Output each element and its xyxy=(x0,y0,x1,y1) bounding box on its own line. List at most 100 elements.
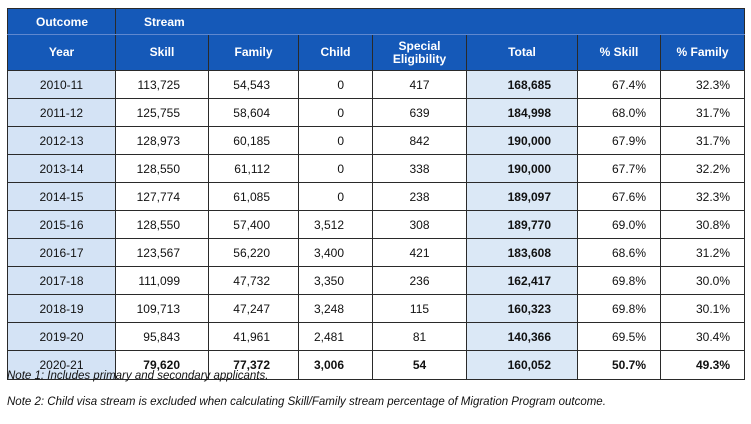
table-row: 2012-13 128,973 60,185 0 842 190,000 67.… xyxy=(7,126,745,155)
year-cell: 2017-18 xyxy=(7,266,116,295)
child-cell: 3,400 xyxy=(298,238,373,267)
special-eligibility-cell: 338 xyxy=(372,154,467,183)
col-header-special-eligibility: Special Eligibility xyxy=(372,34,467,71)
skill-cell: 128,550 xyxy=(115,154,209,183)
note-1: Note 1: Includes primary and secondary a… xyxy=(7,370,269,382)
outcome-group-header: Outcome xyxy=(7,8,116,35)
special-eligibility-cell: 81 xyxy=(372,322,467,351)
skill-cell: 125,755 xyxy=(115,98,209,127)
pct-family-cell: 30.0% xyxy=(660,266,745,295)
table-body: 2010-11 113,725 54,543 0 417 168,685 67.… xyxy=(7,70,745,380)
special-eligibility-cell: 54 xyxy=(372,350,467,380)
table-notes: Note 1: Includes primary and secondary a… xyxy=(7,370,606,422)
special-eligibility-cell: 115 xyxy=(372,294,467,323)
total-cell: 190,000 xyxy=(466,154,578,183)
pct-family-cell: 30.8% xyxy=(660,210,745,239)
pct-family-cell: 30.4% xyxy=(660,322,745,351)
pct-family-cell: 49.3% xyxy=(660,350,745,380)
total-cell: 189,097 xyxy=(466,182,578,211)
table-row: 2011-12 125,755 58,604 0 639 184,998 68.… xyxy=(7,98,745,127)
col-header-total: Total xyxy=(466,34,578,71)
year-cell: 2011-12 xyxy=(7,98,116,127)
note-2: Note 2: Child visa stream is excluded wh… xyxy=(7,396,606,408)
col-header-pct-skill: % Skill xyxy=(577,34,661,71)
table-row: 2019-20 95,843 41,961 2,481 81 140,366 6… xyxy=(7,322,745,351)
child-cell: 2,481 xyxy=(298,322,373,351)
table-row: 2018-19 109,713 47,247 3,248 115 160,323… xyxy=(7,294,745,323)
migration-outcome-table: Outcome Stream Year Skill Family Child S… xyxy=(7,8,745,380)
pct-family-cell: 31.2% xyxy=(660,238,745,267)
family-cell: 47,247 xyxy=(208,294,299,323)
pct-family-cell: 31.7% xyxy=(660,98,745,127)
skill-cell: 113,725 xyxy=(115,70,209,99)
child-cell: 3,512 xyxy=(298,210,373,239)
pct-family-cell: 30.1% xyxy=(660,294,745,323)
total-cell: 140,366 xyxy=(466,322,578,351)
pct-skill-cell: 67.4% xyxy=(577,70,661,99)
pct-skill-cell: 67.7% xyxy=(577,154,661,183)
family-cell: 61,085 xyxy=(208,182,299,211)
pct-skill-cell: 67.6% xyxy=(577,182,661,211)
year-cell: 2019-20 xyxy=(7,322,116,351)
pct-skill-cell: 68.6% xyxy=(577,238,661,267)
family-cell: 58,604 xyxy=(208,98,299,127)
skill-cell: 128,973 xyxy=(115,126,209,155)
special-eligibility-cell: 417 xyxy=(372,70,467,99)
special-eligibility-cell: 238 xyxy=(372,182,467,211)
child-cell: 0 xyxy=(298,98,373,127)
total-cell: 160,052 xyxy=(466,350,578,380)
year-cell: 2014-15 xyxy=(7,182,116,211)
table-row: 2017-18 111,099 47,732 3,350 236 162,417… xyxy=(7,266,745,295)
table-row: 2015-16 128,550 57,400 3,512 308 189,770… xyxy=(7,210,745,239)
pct-family-cell: 32.3% xyxy=(660,182,745,211)
special-eligibility-cell: 308 xyxy=(372,210,467,239)
pct-skill-cell: 67.9% xyxy=(577,126,661,155)
year-cell: 2015-16 xyxy=(7,210,116,239)
table-row: 2013-14 128,550 61,112 0 338 190,000 67.… xyxy=(7,154,745,183)
pct-family-cell: 32.2% xyxy=(660,154,745,183)
skill-cell: 109,713 xyxy=(115,294,209,323)
table-row: 2016-17 123,567 56,220 3,400 421 183,608… xyxy=(7,238,745,267)
family-cell: 60,185 xyxy=(208,126,299,155)
skill-cell: 111,099 xyxy=(115,266,209,295)
child-cell: 0 xyxy=(298,70,373,99)
pct-skill-cell: 69.0% xyxy=(577,210,661,239)
family-cell: 47,732 xyxy=(208,266,299,295)
special-eligibility-cell: 639 xyxy=(372,98,467,127)
family-cell: 57,400 xyxy=(208,210,299,239)
family-cell: 61,112 xyxy=(208,154,299,183)
col-header-skill: Skill xyxy=(115,34,209,71)
pct-family-cell: 31.7% xyxy=(660,126,745,155)
table-row-latest-year: 2020-21 79,620 77,372 3,006 54 160,052 5… xyxy=(7,350,745,380)
total-cell: 184,998 xyxy=(466,98,578,127)
total-cell: 183,608 xyxy=(466,238,578,267)
year-cell: 2016-17 xyxy=(7,238,116,267)
skill-cell: 128,550 xyxy=(115,210,209,239)
pct-skill-cell: 69.5% xyxy=(577,322,661,351)
child-cell: 3,248 xyxy=(298,294,373,323)
family-cell: 56,220 xyxy=(208,238,299,267)
child-cell: 0 xyxy=(298,182,373,211)
pct-skill-cell: 69.8% xyxy=(577,294,661,323)
table-row: 2010-11 113,725 54,543 0 417 168,685 67.… xyxy=(7,70,745,99)
column-header-row: Year Skill Family Child Special Eligibil… xyxy=(7,34,745,71)
year-cell: 2020-21 xyxy=(7,350,116,380)
stream-group-header: Stream xyxy=(115,8,745,35)
total-cell: 189,770 xyxy=(466,210,578,239)
total-cell: 168,685 xyxy=(466,70,578,99)
col-header-pct-family: % Family xyxy=(660,34,745,71)
total-cell: 160,323 xyxy=(466,294,578,323)
year-cell: 2012-13 xyxy=(7,126,116,155)
skill-cell: 127,774 xyxy=(115,182,209,211)
skill-cell: 123,567 xyxy=(115,238,209,267)
special-eligibility-cell: 842 xyxy=(372,126,467,155)
pct-skill-cell: 68.0% xyxy=(577,98,661,127)
total-cell: 190,000 xyxy=(466,126,578,155)
col-header-child: Child xyxy=(298,34,373,71)
group-header-row: Outcome Stream xyxy=(7,8,745,35)
family-cell: 41,961 xyxy=(208,322,299,351)
table-row: 2014-15 127,774 61,085 0 238 189,097 67.… xyxy=(7,182,745,211)
col-header-family: Family xyxy=(208,34,299,71)
year-cell: 2018-19 xyxy=(7,294,116,323)
pct-skill-cell: 69.8% xyxy=(577,266,661,295)
